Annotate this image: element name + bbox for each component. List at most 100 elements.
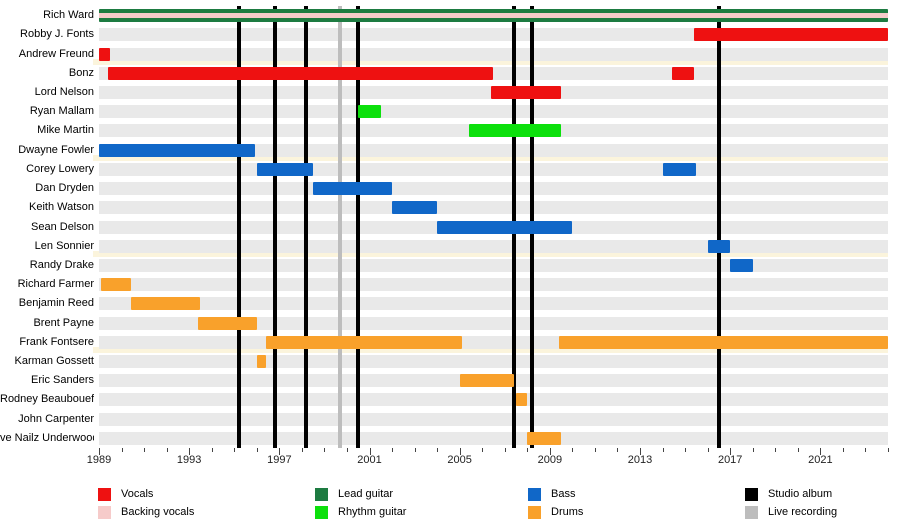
legend-label-live-recording: Live recording bbox=[768, 506, 838, 518]
row-guide-stripe bbox=[93, 347, 888, 354]
studio-album-line bbox=[716, 6, 721, 448]
x-axis-minor-tick bbox=[775, 448, 777, 452]
member-label: Richard Farmer bbox=[17, 278, 94, 291]
bass-bar bbox=[730, 258, 753, 272]
drums-bar bbox=[459, 374, 514, 388]
x-axis-minor-tick bbox=[888, 448, 889, 452]
row-guide-stripe bbox=[93, 251, 888, 258]
x-axis-minor-tick bbox=[256, 448, 258, 452]
x-axis-tick-label: 2017 bbox=[717, 454, 743, 466]
drums-bar bbox=[101, 278, 131, 292]
legend-label-rhythm-guitar: Rhythm guitar bbox=[338, 506, 407, 518]
row-guide-stripe bbox=[93, 155, 888, 162]
member-label: ve Nailz Underwood bbox=[0, 431, 94, 444]
legend-label-lead-guitar: Lead guitar bbox=[338, 488, 394, 500]
legend-swatch-backing-vocals bbox=[98, 506, 111, 519]
x-axis-major-tick bbox=[640, 448, 642, 455]
bass-bar bbox=[662, 162, 697, 176]
x-axis-minor-tick bbox=[685, 448, 687, 452]
member-label: Corey Lowery bbox=[26, 162, 94, 175]
member-row-band bbox=[99, 105, 888, 119]
bass-bar bbox=[437, 220, 573, 234]
x-axis-major-tick bbox=[279, 448, 281, 455]
member-label: Andrew Freund bbox=[18, 47, 94, 60]
legend-swatch-live-recording bbox=[745, 506, 758, 519]
vocals-bar bbox=[694, 28, 888, 42]
member-row-band bbox=[99, 143, 888, 157]
x-axis-minor-tick bbox=[234, 448, 236, 452]
x-axis-minor-tick bbox=[707, 448, 709, 452]
plot-area bbox=[93, 6, 888, 448]
studio-album-line bbox=[272, 6, 277, 448]
x-axis-minor-tick bbox=[166, 448, 168, 452]
drums-bar bbox=[130, 297, 201, 311]
x-axis-minor-tick bbox=[211, 448, 213, 452]
legend-label-studio-album: Studio album bbox=[768, 488, 833, 500]
x-axis-minor-tick bbox=[865, 448, 867, 452]
member-row-band bbox=[99, 412, 888, 426]
x-axis-tick-label: 2013 bbox=[627, 454, 653, 466]
member-label: Mike Martin bbox=[37, 124, 94, 137]
row-guide-stripe bbox=[93, 59, 888, 66]
x-axis-minor-tick bbox=[662, 448, 664, 452]
x-axis-minor-tick bbox=[392, 448, 394, 452]
x-axis-tick-label: 2005 bbox=[447, 454, 472, 466]
backing-vocals-stripe bbox=[99, 13, 888, 18]
x-axis-tick-label: 1989 bbox=[86, 454, 112, 466]
drums-bar bbox=[558, 335, 888, 349]
legend-swatch-lead-guitar bbox=[315, 488, 328, 501]
legend-label-drums: Drums bbox=[551, 506, 584, 518]
member-label: Keith Watson bbox=[28, 201, 94, 214]
studio-album-line bbox=[236, 6, 241, 448]
x-axis-minor-tick bbox=[482, 448, 484, 452]
legend-swatch-bass bbox=[528, 488, 541, 501]
member-row-band bbox=[99, 316, 888, 330]
x-axis-major-tick bbox=[369, 448, 371, 455]
x-axis-minor-tick bbox=[797, 448, 799, 452]
member-row-band bbox=[99, 393, 888, 407]
member-label: Brent Payne bbox=[33, 316, 94, 329]
bass-bar bbox=[99, 143, 255, 157]
member-label: Frank Fontsere bbox=[19, 335, 94, 348]
vocals-bar bbox=[99, 47, 111, 61]
legend-swatch-drums bbox=[528, 506, 541, 519]
member-label: Robby J. Fonts bbox=[20, 28, 94, 41]
member-label: Eric Sanders bbox=[31, 374, 94, 387]
drums-bar bbox=[265, 335, 462, 349]
x-axis-major-tick bbox=[189, 448, 191, 455]
member-label: Benjamin Reed bbox=[18, 297, 94, 310]
x-axis-minor-tick bbox=[414, 448, 416, 452]
member-label: Dan Dryden bbox=[35, 182, 94, 195]
legend-swatch-rhythm-guitar bbox=[315, 506, 328, 519]
member-label: Karman Gossett bbox=[14, 355, 94, 368]
member-row-band bbox=[99, 201, 888, 215]
x-axis-major-tick bbox=[459, 448, 461, 455]
member-label: Rich Ward bbox=[43, 9, 94, 22]
vocals-bar bbox=[108, 66, 494, 80]
vocals-bar bbox=[671, 66, 695, 80]
x-axis-tick-label: 2001 bbox=[357, 454, 382, 466]
member-label: Ryan Mallam bbox=[29, 105, 94, 118]
studio-album-line bbox=[304, 6, 309, 448]
member-label: Randy Drake bbox=[29, 258, 94, 271]
bass-bar bbox=[256, 162, 314, 176]
legend-swatch-studio-album bbox=[745, 488, 758, 501]
member-row-band bbox=[99, 239, 888, 253]
x-axis-minor-tick bbox=[527, 448, 529, 452]
bass-bar bbox=[392, 201, 438, 215]
x-axis-major-tick bbox=[549, 448, 551, 455]
x-axis-major-tick bbox=[99, 448, 100, 455]
member-row-band bbox=[99, 355, 888, 369]
x-axis-major-tick bbox=[820, 448, 822, 455]
x-axis-minor-tick bbox=[572, 448, 574, 452]
rhythm_guitar-bar bbox=[358, 105, 381, 119]
x-axis-minor-tick bbox=[594, 448, 596, 452]
x-axis: 1989 1993 1997 2001 2005 2009 2013 2017 2021 bbox=[87, 448, 889, 478]
bass-bar bbox=[313, 182, 393, 196]
legend-label-vocals: Vocals bbox=[121, 488, 154, 500]
member-label: Len Sonnier bbox=[34, 239, 94, 252]
rhythm_guitar-bar bbox=[468, 124, 562, 138]
legend-label-bass: Bass bbox=[551, 488, 576, 500]
member-row-band bbox=[99, 258, 888, 272]
member-label: Lord Nelson bbox=[34, 85, 94, 98]
